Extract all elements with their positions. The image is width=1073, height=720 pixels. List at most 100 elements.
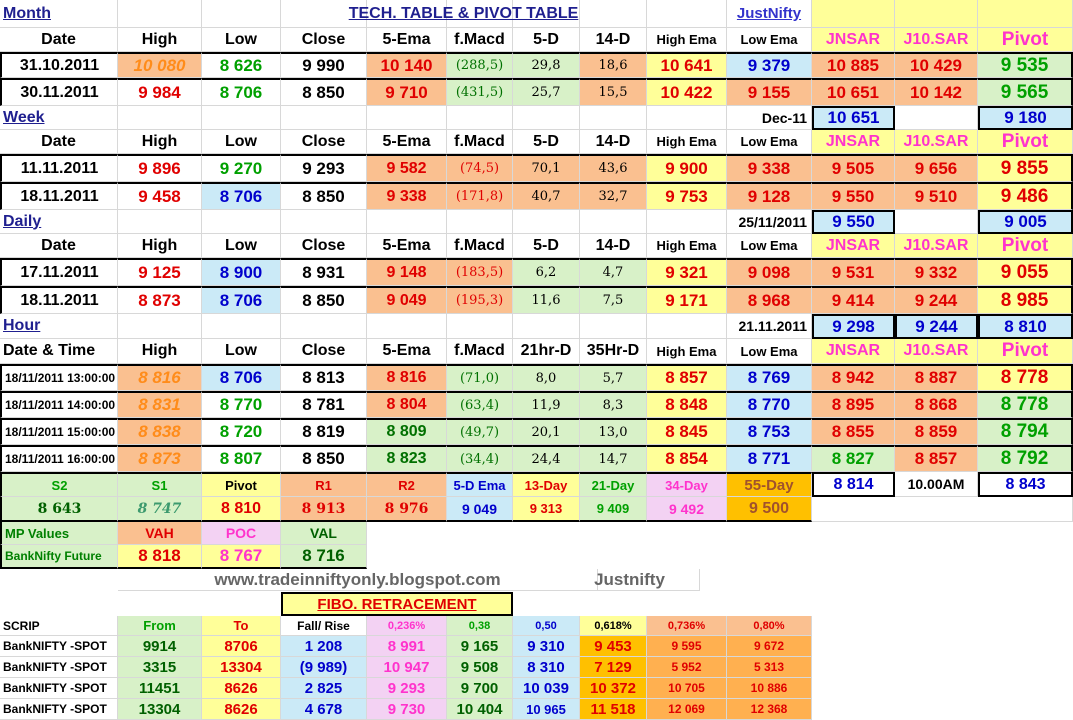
fibo-f236: 9 730 [367,699,447,720]
hour-low-ema: 8 770 [727,391,812,418]
hour-d14: 5,7 [580,364,647,391]
section-daily-label: Daily [0,210,118,234]
cell [978,0,1073,28]
empty-cell [513,106,580,130]
month-date: 30.11.2011 [0,78,118,106]
week-close: 8 850 [281,182,367,210]
week-date: 11.11.2011 [0,154,118,182]
fibo-header-f80: 0,80% [727,616,812,636]
hour-j10sar: 8 857 [895,445,978,472]
website-url: www.tradeinniftyonly.blogspot.com [118,569,598,591]
month-low: 8 706 [202,78,281,106]
daily-header-low-ema: Low Ema [727,234,812,258]
week-j10sar: 9 656 [895,154,978,182]
daily-ref-jnsar: 9 550 [812,210,895,234]
week-low-ema: 9 338 [727,154,812,182]
hour-jnsar: 8 827 [812,445,895,472]
week-low: 9 270 [202,154,281,182]
empty-cell [895,210,978,234]
month-low-ema: 9 379 [727,52,812,78]
daily-fmacd: (183,5) [447,258,513,286]
fibo-from: 9914 [118,636,202,657]
daily-close: 8 931 [281,258,367,286]
brand-label: JustNifty [727,0,812,28]
week-d5: 40,7 [513,182,580,210]
month-pivot: 9 565 [978,78,1073,106]
daily-ema5: 9 049 [367,286,447,314]
week-header-low-ema: Low Ema [727,130,812,154]
daily-fmacd: (195,3) [447,286,513,314]
month-j10sar: 10 142 [895,78,978,106]
daily-low: 8 706 [202,286,281,314]
mp-vah-value: 8 818 [118,545,202,569]
daily-header-d14: 14-D [580,234,647,258]
hour-close: 8 813 [281,364,367,391]
week-j10sar: 9 510 [895,182,978,210]
hour-high: 8 873 [118,445,202,472]
hour-pivot: 8 778 [978,391,1073,418]
daily-low: 8 900 [202,258,281,286]
fibo-header-f736: 0,736% [647,616,727,636]
empty-cell [367,106,447,130]
hour-header-high: High [118,339,202,364]
mp-val-label: VAL [281,522,367,545]
week-header-high-ema: High Ema [647,130,727,154]
week-d14: 32,7 [580,182,647,210]
section-week-label: Week [0,106,118,130]
month-pivot: 9 535 [978,52,1073,78]
empty-cell [447,314,513,339]
section-hour-label: Hour [0,314,118,339]
fibo-title: FIBO. RETRACEMENT [281,592,513,616]
daily-header-high-ema: High Ema [647,234,727,258]
month-d14: 15,5 [580,78,647,106]
mp-poc-value: 8 767 [202,545,281,569]
hour-low-ema: 8 771 [727,445,812,472]
hour-date: 18/11/2011 16:00:00 [0,445,118,472]
level-value-r1: 8 913 [281,497,367,522]
empty-cell [118,314,202,339]
fibo-f80: 12 368 [727,699,812,720]
empty-cell [580,210,647,234]
month-header-jnsar: JNSAR [812,28,895,52]
hour-jnsar: 8 942 [812,364,895,391]
week-high-ema: 9 900 [647,154,727,182]
fibo-from: 13304 [118,699,202,720]
fibo-header-scrip: SCRIP [0,616,118,636]
level-label-day13: 13-Day [513,472,580,497]
hour-fmacd: (49,7) [447,418,513,445]
fibo-f736: 5 952 [647,657,727,678]
month-jnsar: 10 885 [812,52,895,78]
level-time: 10.00AM [895,472,978,497]
hour-fmacd: (71,0) [447,364,513,391]
empty-cell [202,0,281,28]
month-date: 31.10.2011 [0,52,118,78]
level-extra-value-2: 8 843 [978,472,1073,497]
fibo-f736: 9 595 [647,636,727,657]
hour-high-ema: 8 854 [647,445,727,472]
hour-high: 8 831 [118,391,202,418]
page-title: TECH. TABLE & PIVOT TABLE [281,0,647,28]
month-header-high: High [118,28,202,52]
hour-ref-j10sar: 9 244 [895,314,978,339]
mp-vah-label: VAH [118,522,202,545]
fibo-to: 8626 [202,699,281,720]
daily-low-ema: 9 098 [727,258,812,286]
hour-close: 8 850 [281,445,367,472]
empty-cell [447,106,513,130]
daily-d5: 6,2 [513,258,580,286]
daily-d14: 7,5 [580,286,647,314]
month-high-ema: 10 422 [647,78,727,106]
fibo-header-f618: 0,618% [580,616,647,636]
hour-high-ema: 8 857 [647,364,727,391]
week-header-d5: 5-D [513,130,580,154]
week-header-low: Low [202,130,281,154]
daily-header-d5: 5-D [513,234,580,258]
month-header-pivot: Pivot [978,28,1073,52]
week-low-ema: 9 128 [727,182,812,210]
hour-ema5: 8 804 [367,391,447,418]
hour-low: 8 807 [202,445,281,472]
fibo-f50: 10 039 [513,678,580,699]
hour-d5: 11,9 [513,391,580,418]
hour-ref-pivot: 8 810 [978,314,1073,339]
